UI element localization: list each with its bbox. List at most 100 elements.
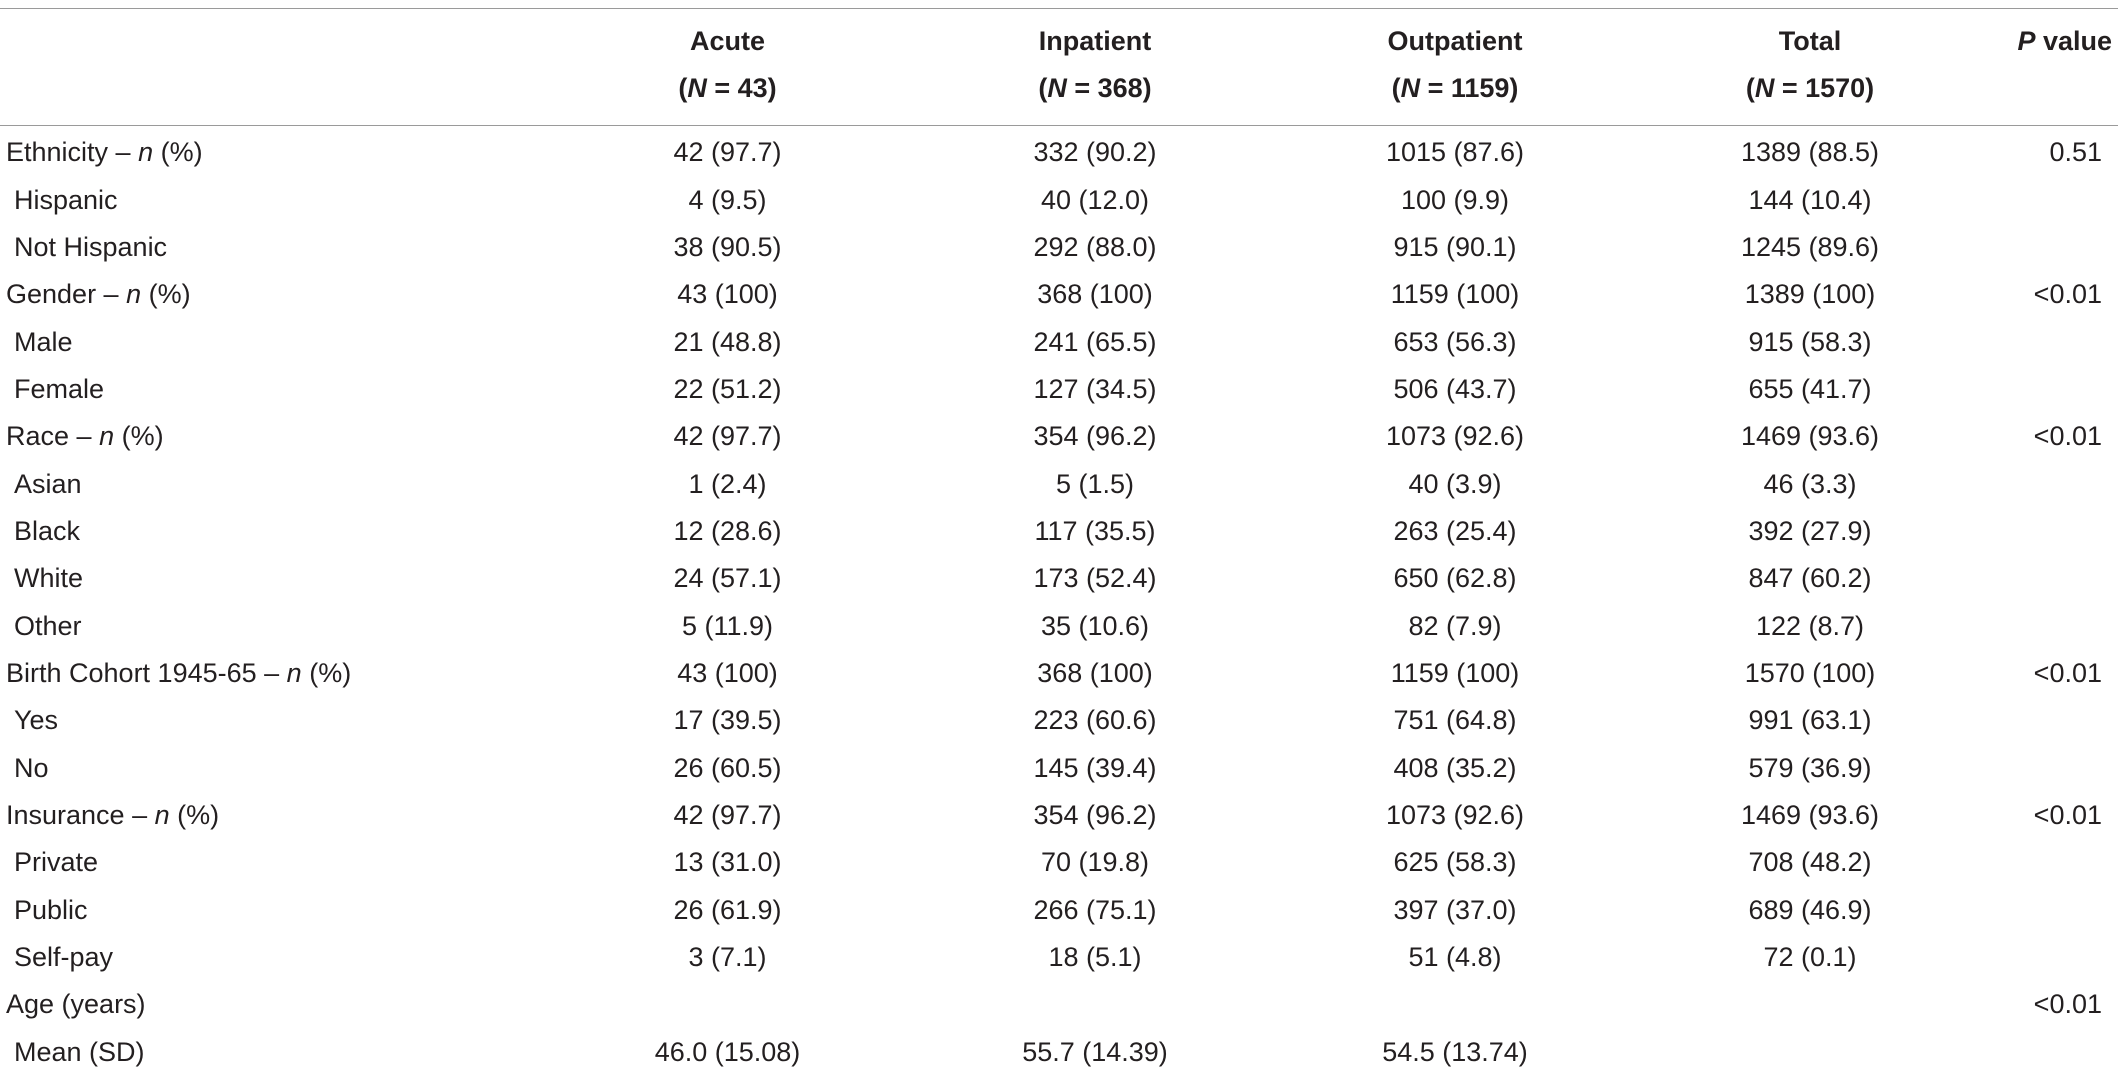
- table-row-subcategory: White 24 (57.1) 173 (52.4) 650 (62.8) 847 (6…: [0, 555, 2118, 602]
- header-label-column: [0, 18, 540, 65]
- row-label: Hispanic: [14, 184, 118, 215]
- row-label: Race – n (%): [6, 421, 164, 452]
- cell-inpatient: 55.7 (14.39): [1022, 1036, 1168, 1067]
- cell-outpatient: 653 (56.3): [1393, 326, 1517, 357]
- row-label: No: [14, 752, 49, 783]
- cell-p-value: [1985, 176, 2118, 223]
- cell-inpatient: 145 (39.4): [1033, 752, 1157, 783]
- cell-outpatient: 397 (37.0): [1393, 894, 1517, 925]
- cell-acute: 46.0 (15.08): [654, 1036, 801, 1067]
- cell-p-value: [1985, 934, 2118, 981]
- table-body: Ethnicity – n (%) 42 (97.7) 332 (90.2) 1015…: [0, 125, 2118, 1076]
- header-inpatient: Inpatient: [1038, 26, 1152, 56]
- cell-inpatient: 18 (5.1): [1048, 942, 1142, 973]
- table-row-category: Ethnicity – n (%) 42 (97.7) 332 (90.2) 1015…: [0, 125, 2118, 176]
- cell-acute: 42 (97.7): [673, 137, 782, 168]
- cell-p-value: [1985, 1029, 2118, 1076]
- cell-total: 392 (27.9): [1748, 515, 1872, 546]
- header-acute: Acute: [689, 26, 765, 56]
- cell-inpatient: 292 (88.0): [1033, 231, 1157, 262]
- table-row-category: Birth Cohort 1945-65 – n (%) 43 (100) 368 …: [0, 650, 2118, 697]
- cell-p-value: <0.01: [2033, 657, 2102, 688]
- header-total: Total: [1778, 26, 1842, 56]
- table-row-subcategory: Hispanic 4 (9.5) 40 (12.0) 100 (9.9) 144 (10…: [0, 176, 2118, 223]
- header-label-column-2: [0, 65, 540, 125]
- cell-total: 1469 (93.6): [1740, 799, 1880, 830]
- cell-acute: 26 (60.5): [673, 752, 782, 783]
- cell-acute: 4 (9.5): [688, 184, 767, 215]
- table-row-subcategory: Black 12 (28.6) 117 (35.5) 263 (25.4) 392 (2…: [0, 508, 2118, 555]
- cell-acute: [540, 981, 915, 1028]
- cell-acute: 21 (48.8): [673, 326, 782, 357]
- cell-acute: 42 (97.7): [673, 421, 782, 452]
- cell-inpatient: 117 (35.5): [1034, 515, 1156, 546]
- header-p-value-2: [1985, 65, 2118, 125]
- cell-outpatient: 506 (43.7): [1393, 373, 1517, 404]
- row-label: Other: [14, 610, 82, 641]
- cell-acute: 42 (97.7): [673, 799, 782, 830]
- cell-p-value: [1985, 887, 2118, 934]
- cell-inpatient: 354 (96.2): [1033, 799, 1157, 830]
- table-header: Acute Inpatient Outpatient Total P value…: [0, 18, 2118, 125]
- row-label: Asian: [14, 468, 82, 499]
- cell-p-value: [1985, 318, 2118, 365]
- cell-p-value: <0.01: [2033, 989, 2102, 1020]
- cell-p-value: [1985, 508, 2118, 555]
- cell-p-value: [1985, 366, 2118, 413]
- table-row-subcategory: Other 5 (11.9) 35 (10.6) 82 (7.9) 122 (8.7): [0, 602, 2118, 649]
- cell-total: 1389 (88.5): [1740, 137, 1880, 168]
- header-total-n: (N = 1570): [1745, 73, 1875, 103]
- cell-outpatient: 1159 (100): [1390, 279, 1520, 310]
- cell-inpatient: 332 (90.2): [1033, 137, 1157, 168]
- row-label: Gender – n (%): [6, 279, 191, 310]
- cell-p-value: <0.01: [2033, 279, 2102, 310]
- header-p-italic: P: [2017, 26, 2036, 56]
- cell-total: [1635, 981, 1985, 1028]
- cell-inpatient: 266 (75.1): [1033, 894, 1157, 925]
- cell-acute: 1 (2.4): [688, 468, 767, 499]
- cell-outpatient: 915 (90.1): [1393, 231, 1517, 262]
- cell-inpatient: [915, 981, 1275, 1028]
- cell-total: 144 (10.4): [1748, 184, 1872, 215]
- header-acute-n: (N = 43): [678, 73, 777, 103]
- cell-total: 72 (0.1): [1763, 942, 1857, 973]
- cell-outpatient: 100 (9.9): [1400, 184, 1510, 215]
- cell-inpatient: 40 (12.0): [1040, 184, 1150, 215]
- row-label: Ethnicity – n (%): [6, 137, 203, 168]
- cell-inpatient: 127 (34.5): [1033, 373, 1157, 404]
- cell-total: 1469 (93.6): [1740, 421, 1880, 452]
- row-label: Mean (SD): [14, 1036, 145, 1067]
- header-outpatient-n: (N = 1159): [1391, 73, 1519, 103]
- cell-outpatient: 1015 (87.6): [1385, 137, 1525, 168]
- table-row-subcategory: Self-pay 3 (7.1) 18 (5.1) 51 (4.8) 72 (0.1): [0, 934, 2118, 981]
- row-label: Age (years): [6, 989, 146, 1020]
- cell-total: 579 (36.9): [1748, 752, 1872, 783]
- header-outpatient: Outpatient: [1387, 26, 1523, 56]
- cell-outpatient: 40 (3.9): [1408, 468, 1502, 499]
- cell-acute: 24 (57.1): [673, 563, 782, 594]
- table-row-subcategory: Yes 17 (39.5) 223 (60.6) 751 (64.8) 991 (63.…: [0, 697, 2118, 744]
- cell-total: 122 (8.7): [1755, 610, 1865, 641]
- table-row-category: Age (years) <0.01: [0, 981, 2118, 1028]
- top-rule: [0, 8, 2118, 9]
- cell-inpatient: 368 (100): [1037, 657, 1153, 688]
- table-row-subcategory: Asian 1 (2.4) 5 (1.5) 40 (3.9) 46 (3.3): [0, 460, 2118, 507]
- cell-p-value: <0.01: [2033, 799, 2102, 830]
- cell-acute: 5 (11.9): [681, 610, 774, 641]
- cell-total: 708 (48.2): [1748, 847, 1872, 878]
- cell-outpatient: 650 (62.8): [1393, 563, 1517, 594]
- cell-inpatient: 223 (60.6): [1033, 705, 1157, 736]
- cell-inpatient: 368 (100): [1037, 279, 1153, 310]
- header-p-value: P value: [1985, 18, 2118, 65]
- row-label: Female: [14, 373, 105, 404]
- cell-acute: 22 (51.2): [673, 373, 782, 404]
- cell-outpatient: 1159 (100): [1390, 657, 1520, 688]
- cell-p-value: [1985, 744, 2118, 791]
- cell-total: 689 (46.9): [1748, 894, 1872, 925]
- cell-total: 1389 (100): [1744, 279, 1876, 310]
- cell-outpatient: 51 (4.8): [1408, 942, 1502, 973]
- cell-outpatient: 751 (64.8): [1393, 705, 1517, 736]
- cell-p-value: [1985, 555, 2118, 602]
- cell-p-value: [1985, 460, 2118, 507]
